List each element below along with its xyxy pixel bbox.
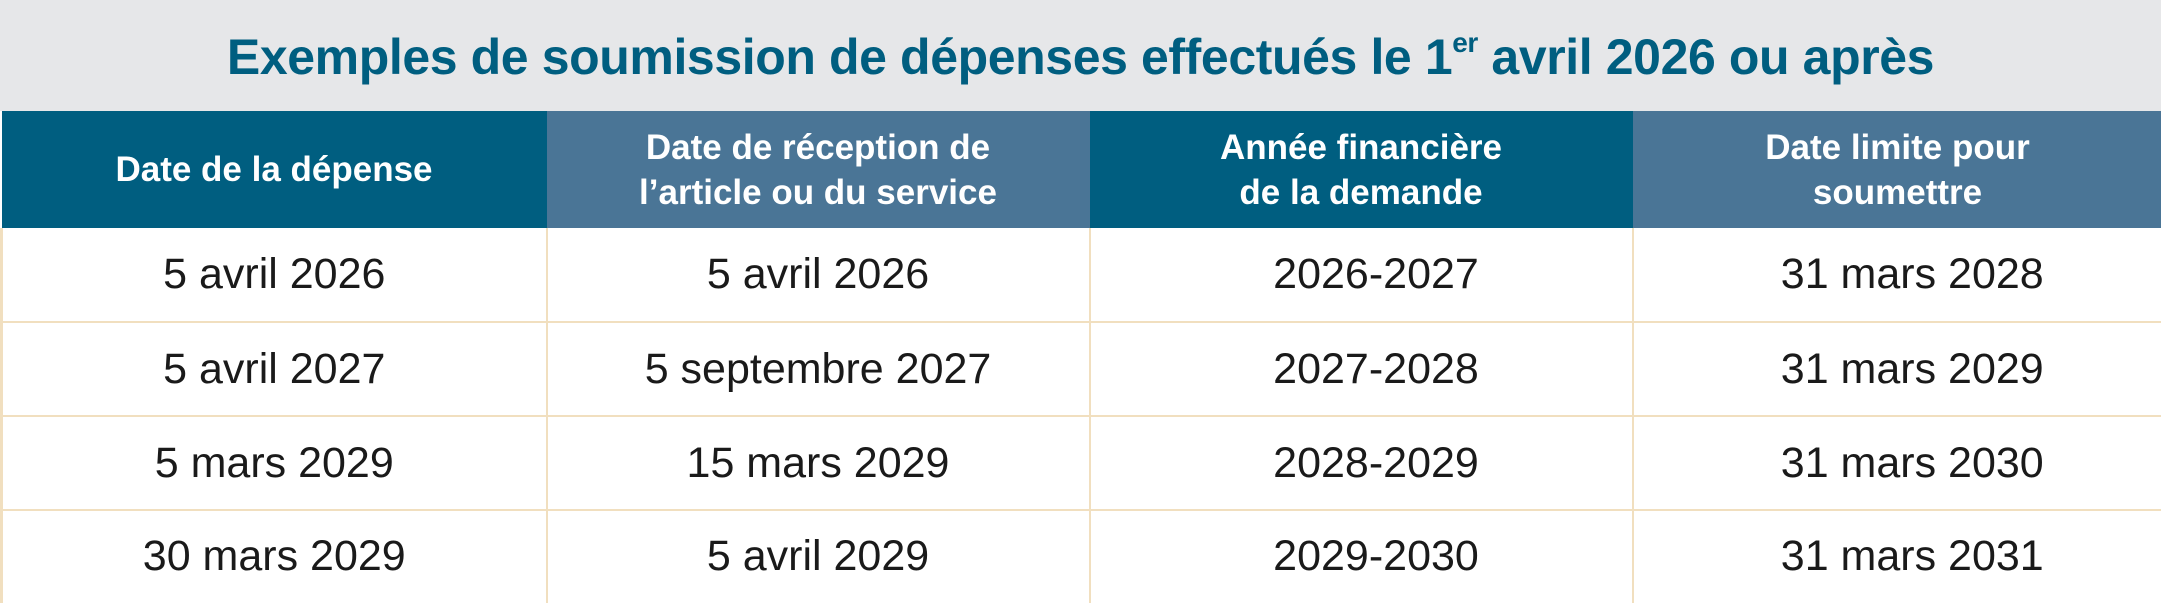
header-line: Année financière xyxy=(1219,127,1503,167)
cell-submission-deadline: 31 mars 2030 xyxy=(1631,415,2161,511)
header-line: de la demande xyxy=(1239,172,1483,212)
cell-fiscal-year: 2027-2028 xyxy=(1088,321,1634,417)
header-line: l’article ou du service xyxy=(639,172,997,212)
table-row: 5 mars 2029 15 mars 2029 2028-2029 31 ma… xyxy=(0,415,2161,511)
cell-receipt-date: 5 avril 2026 xyxy=(545,228,1091,323)
page-title: Exemples de soumission de dépenses effec… xyxy=(226,26,1935,86)
cell-receipt-date: 5 septembre 2027 xyxy=(545,321,1091,417)
cell-submission-deadline: 31 mars 2031 xyxy=(1631,509,2161,603)
header-receipt-date: Date de réception de l’article ou du ser… xyxy=(546,111,1090,228)
title-superscript: er xyxy=(1452,26,1478,58)
title-text-end: avril 2026 ou après xyxy=(1477,28,1935,85)
header-fiscal-year: Année financière de la demande xyxy=(1089,111,1633,228)
cell-fiscal-year: 2026-2027 xyxy=(1088,228,1634,323)
cell-submission-deadline: 31 mars 2028 xyxy=(1631,228,2161,323)
header-line: Date limite pour xyxy=(1765,127,2030,167)
table-row: 30 mars 2029 5 avril 2029 2029-2030 31 m… xyxy=(0,509,2161,603)
cell-submission-deadline: 31 mars 2029 xyxy=(1631,321,2161,417)
header-line: Date de la dépense xyxy=(115,150,433,189)
table-row: 5 avril 2027 5 septembre 2027 2027-2028 … xyxy=(0,321,2161,417)
cell-receipt-date: 5 avril 2029 xyxy=(545,509,1091,603)
table-row: 5 avril 2026 5 avril 2026 2026-2027 31 m… xyxy=(0,228,2161,323)
header-submission-deadline: Date limite pour soumettre xyxy=(1632,111,2161,228)
header-expense-date: Date de la dépense xyxy=(1,111,547,228)
cell-expense-date: 5 avril 2027 xyxy=(0,321,548,417)
cell-fiscal-year: 2029-2030 xyxy=(1088,509,1634,603)
cell-expense-date: 30 mars 2029 xyxy=(0,509,548,603)
cell-expense-date: 5 avril 2026 xyxy=(0,228,548,323)
cell-receipt-date: 15 mars 2029 xyxy=(545,415,1091,511)
header-line: soumettre xyxy=(1812,172,1983,212)
cell-fiscal-year: 2028-2029 xyxy=(1088,415,1634,511)
cell-expense-date: 5 mars 2029 xyxy=(0,415,548,511)
header-line: Date de réception de xyxy=(645,127,991,167)
title-bar: Exemples de soumission de dépenses effec… xyxy=(0,0,2161,111)
title-text-start: Exemples de soumission de dépenses effec… xyxy=(226,28,1453,85)
expense-examples-table: Date de la dépense Date de réception de … xyxy=(0,111,2161,603)
table-header-row: Date de la dépense Date de réception de … xyxy=(1,111,2161,228)
